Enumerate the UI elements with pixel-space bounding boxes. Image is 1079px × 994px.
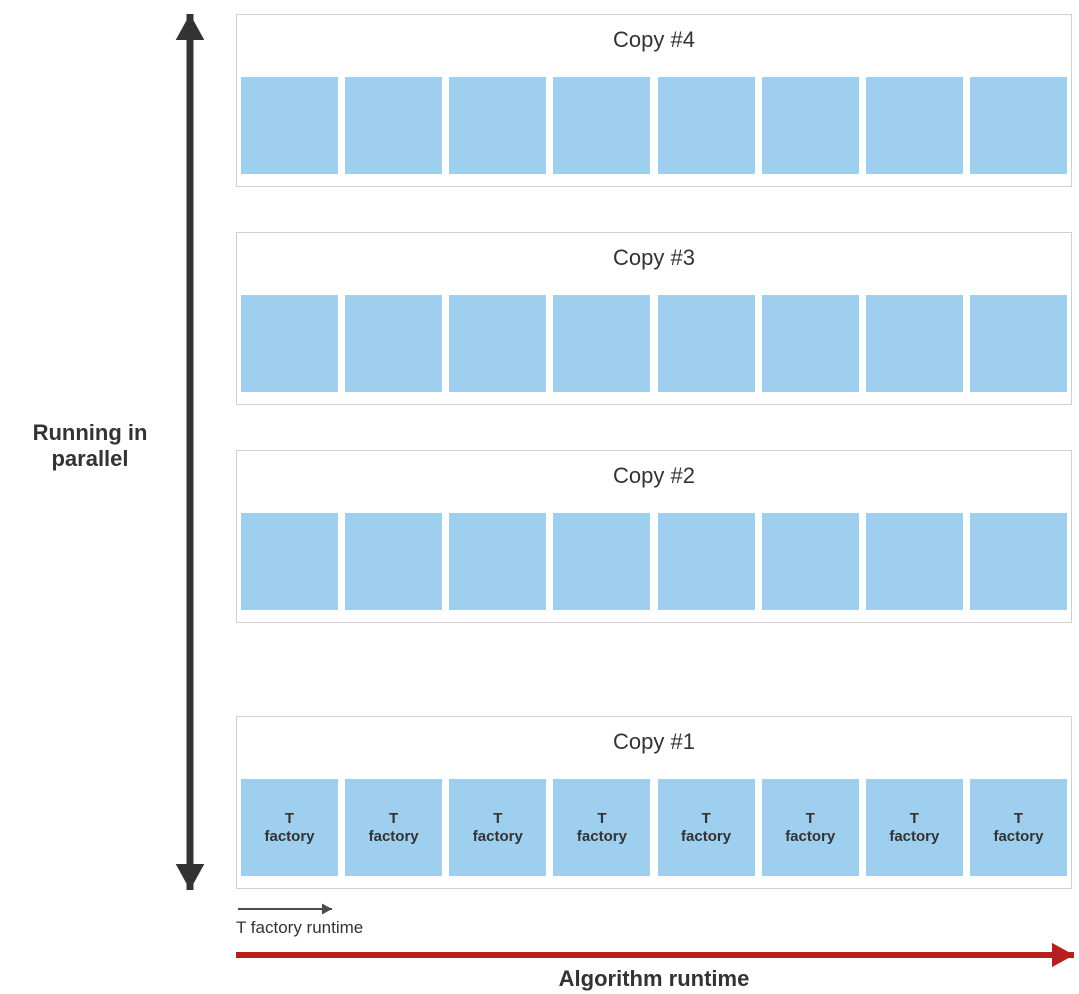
copy-panel-title: Copy #1	[237, 717, 1071, 767]
copy-panel: Copy #1T factoryT factoryT factoryT fact…	[236, 716, 1072, 889]
t-factory-box: T factory	[241, 779, 338, 876]
copy-panel-title: Copy #3	[237, 233, 1071, 283]
t-factory-box-empty	[449, 295, 546, 392]
y-axis-label-line2: parallel	[51, 446, 128, 471]
t-factory-box-empty	[762, 513, 859, 610]
t-factory-box-empty	[345, 295, 442, 392]
t-factory-box-empty	[658, 77, 755, 174]
t-factory-box-empty	[866, 295, 963, 392]
t-factory-box-empty	[449, 77, 546, 174]
copy-panel: Copy #3	[236, 232, 1072, 405]
t-factory-box-empty	[553, 77, 650, 174]
t-factory-box: T factory	[345, 779, 442, 876]
t-factory-box-empty	[658, 513, 755, 610]
copy-panel: Copy #4	[236, 14, 1072, 187]
t-factory-box-empty	[970, 77, 1067, 174]
t-factory-box-empty	[762, 77, 859, 174]
t-factory-box-empty	[658, 295, 755, 392]
t-factory-box-empty	[970, 295, 1067, 392]
y-axis-arrow	[162, 0, 218, 918]
t-factory-box-empty	[970, 513, 1067, 610]
t-factory-box: T factory	[553, 779, 650, 876]
t-factory-box-empty	[553, 295, 650, 392]
t-factory-box: T factory	[762, 779, 859, 876]
t-factory-box: T factory	[449, 779, 546, 876]
x-axis-label: Algorithm runtime	[236, 966, 1072, 992]
t-factory-box-empty	[241, 295, 338, 392]
t-factory-box-empty	[866, 513, 963, 610]
tfactory-row	[241, 513, 1067, 610]
copy-panel-title: Copy #4	[237, 15, 1071, 65]
t-factory-box-empty	[866, 77, 963, 174]
copy-panel: Copy #2	[236, 450, 1072, 623]
t-factory-box: T factory	[970, 779, 1067, 876]
y-axis-label-line1: Running in	[33, 420, 148, 445]
y-axis-label: Running in parallel	[10, 420, 170, 472]
t-factory-box-empty	[241, 77, 338, 174]
tfactory-row	[241, 295, 1067, 392]
copy-panel-title: Copy #2	[237, 451, 1071, 501]
t-factory-box-empty	[762, 295, 859, 392]
t-factory-box-empty	[345, 77, 442, 174]
t-factory-box-empty	[553, 513, 650, 610]
t-factory-box-empty	[241, 513, 338, 610]
t-factory-box-empty	[449, 513, 546, 610]
t-factory-box-empty	[345, 513, 442, 610]
tfactory-row	[241, 77, 1067, 174]
tfactory-row: T factoryT factoryT factoryT factoryT fa…	[241, 779, 1067, 876]
t-factory-box: T factory	[866, 779, 963, 876]
t-factory-box: T factory	[658, 779, 755, 876]
